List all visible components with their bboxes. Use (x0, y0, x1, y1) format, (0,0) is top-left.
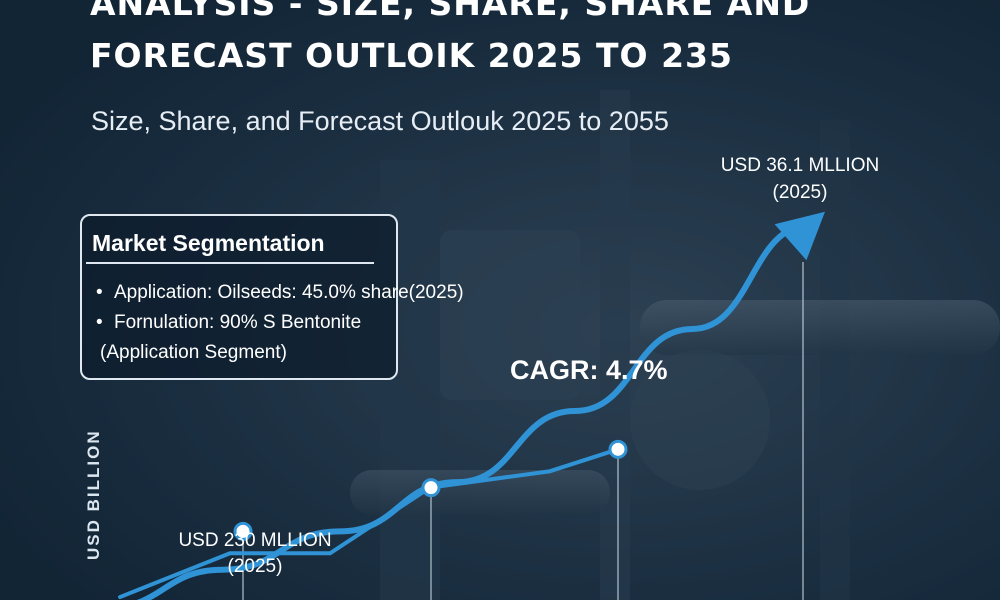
data-point-marker (608, 439, 628, 459)
segmentation-item-continuation: (Application Segment) (100, 342, 287, 363)
page-title: ANALYSIS - SIZE, SHARE, SHARE AND FORECA… (90, 0, 990, 82)
data-markers (233, 439, 628, 541)
cagr-label: CAGR: 4.7% (510, 355, 668, 385)
series-line-primary (136, 222, 813, 600)
upward-arrow-icon (774, 211, 825, 261)
title-line-1: ANALYSIS - SIZE, SHARE, SHARE AND (90, 0, 811, 23)
end-value-annotation: USD 36.1 MLLION (2025) (720, 155, 880, 203)
segmentation-heading: Market Segmentation (92, 230, 325, 256)
y-axis-label: USD BILLION (84, 429, 103, 560)
drop-lines (242, 262, 804, 600)
bullet-dot-icon: • (96, 282, 103, 303)
title-line-2: FORECAST OUTLOIK 2025 TO 235 (90, 36, 733, 75)
segmentation-item: • Fornulation: 90% S Bentonite (96, 308, 464, 338)
segmentation-item: • Application: Oilseeds: 45.0% share(2025… (96, 278, 464, 308)
page-subtitle: Size, Share, and Forecast Outlouk 2025 t… (91, 106, 669, 136)
bullet-dot-icon: • (96, 312, 103, 333)
market-segmentation-panel: Market Segmentation • Application: Oilsee… (80, 214, 464, 380)
segmentation-list: • Application: Oilseeds: 45.0% share(2025… (96, 278, 464, 368)
data-point-marker (421, 478, 441, 498)
data-point-marker (233, 521, 253, 541)
segmentation-divider (86, 262, 374, 264)
start-value-annotation: USD 230 MLLION (2025) (178, 530, 332, 577)
